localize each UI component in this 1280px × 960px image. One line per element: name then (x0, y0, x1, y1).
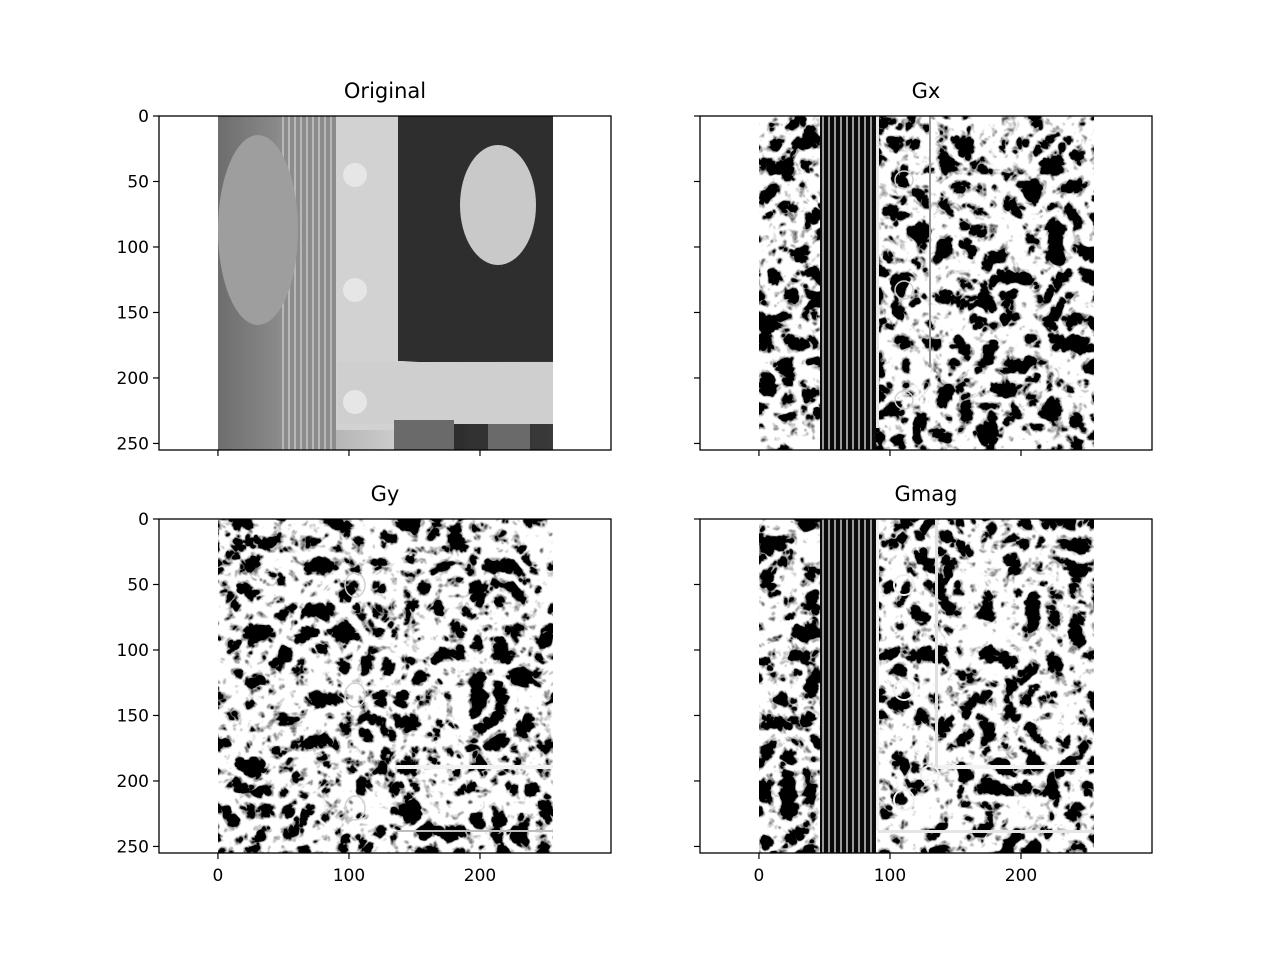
y-tick-label: 150 (117, 303, 149, 323)
axes-frame (699, 115, 1153, 451)
panel-title: Gx (912, 79, 941, 103)
y-tick-label: 200 (117, 369, 149, 389)
panel-image (759, 519, 1094, 853)
panel-image (218, 519, 553, 853)
y-tick-label: 0 (138, 107, 149, 127)
x-tick-label: 200 (464, 866, 496, 886)
tick-layer: 0 50 100 150 200 250 0 50 100 150 200 250 0 100 200 0 10… (117, 107, 1038, 886)
panel-gy: Gy (158, 482, 612, 854)
panel-original: Original (158, 79, 612, 451)
x-tick-label: 100 (874, 866, 906, 886)
x-tick-label: 100 (333, 866, 365, 886)
axes-frame (699, 518, 1153, 854)
panel-image (218, 116, 553, 450)
panel-gmag: Gmag (699, 482, 1153, 854)
panel-title: Original (344, 79, 426, 103)
y-tick-label: 50 (127, 575, 149, 595)
y-tick-label: 100 (117, 641, 149, 661)
y-tick-label: 250 (117, 837, 149, 857)
panel-title: Gy (371, 482, 400, 506)
x-tick-label: 0 (213, 866, 224, 886)
y-tick-label: 0 (138, 510, 149, 530)
axes-frame (158, 115, 612, 451)
y-tick-label: 50 (127, 172, 149, 192)
x-tick-label: 200 (1005, 866, 1037, 886)
y-tick-label: 200 (117, 772, 149, 792)
y-tick-label: 100 (117, 238, 149, 258)
y-tick-label: 250 (117, 434, 149, 454)
x-tick-label: 0 (754, 866, 765, 886)
axes-frame (158, 518, 612, 854)
y-tick-label: 150 (117, 706, 149, 726)
panel-title: Gmag (895, 482, 958, 506)
panel-gx: Gx (699, 79, 1153, 451)
panel-image (759, 116, 1094, 450)
